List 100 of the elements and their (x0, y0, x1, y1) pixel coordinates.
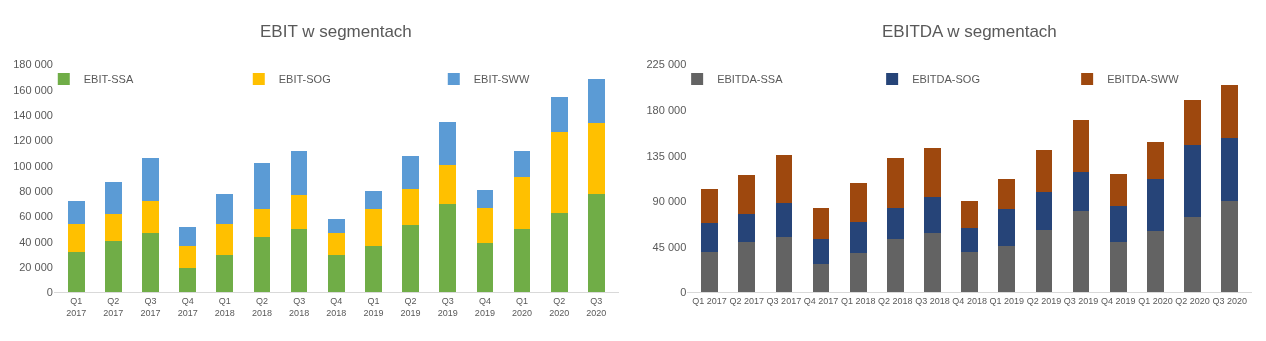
bar (1072, 211, 1090, 293)
bar (886, 238, 904, 293)
x-tick-label: Q2 2017 (729, 296, 764, 307)
bar (179, 268, 197, 293)
bar (998, 245, 1016, 293)
x-tick-label: Q2 2020 (549, 296, 570, 318)
bar (1184, 144, 1201, 217)
bar (701, 251, 718, 293)
x-tick-label: Q4 2017 (177, 296, 198, 318)
x-tick-label: Q1 2020 (512, 296, 533, 318)
x-tick-label: Q3 2019 (1063, 296, 1099, 307)
x-tick-label: Q3 2020 (1212, 296, 1247, 307)
bar (290, 229, 308, 293)
y-tick-label: 180 000 (646, 104, 687, 116)
bar (550, 212, 568, 293)
x-tick-label: Q2 2017 (103, 296, 124, 318)
x-tick-label: Q2 2019 (1026, 296, 1062, 307)
y-tick-label: 40 000 (19, 235, 53, 248)
x-tick-label: Q1 2018 (214, 296, 235, 318)
bar (67, 224, 85, 252)
x-tick-label: Q3 2018 (289, 296, 310, 318)
bar (1109, 173, 1127, 207)
bar (961, 227, 978, 252)
x-tick-label: Q2 2019 (400, 296, 421, 318)
bar (513, 150, 531, 178)
bar (327, 219, 345, 233)
x-tick-label: Q1 2017 (66, 296, 87, 318)
bar (439, 164, 457, 204)
bar (924, 147, 941, 198)
x-tick-label: Q4 2019 (474, 296, 495, 318)
bar (142, 232, 159, 293)
bar (1072, 120, 1090, 172)
x-tick-label: Q1 2017 (692, 296, 727, 307)
legend-label: EBITDA-SSA (717, 73, 784, 86)
chart-title: EBIT w segmentach (260, 22, 412, 41)
bar (738, 174, 756, 215)
bar (961, 251, 978, 293)
bar (439, 203, 457, 293)
bar (924, 232, 941, 293)
legend-label: EBIT-SOG (278, 73, 331, 86)
bar (1147, 230, 1164, 293)
y-tick-label: 135 000 (646, 149, 687, 162)
bar (253, 236, 271, 293)
bar (476, 189, 494, 208)
bar (849, 183, 867, 222)
y-tick-label: 20 000 (19, 261, 53, 274)
x-tick-label: Q4 2018 (326, 296, 347, 318)
bar (998, 209, 1016, 246)
chart-title: EBITDA w segmentach (882, 22, 1057, 41)
bar (1072, 171, 1090, 212)
bar (961, 201, 978, 228)
bar (550, 97, 568, 132)
bar (290, 194, 308, 230)
bar (587, 78, 605, 123)
y-tick-label: 160 000 (13, 83, 53, 96)
bar (738, 241, 756, 293)
y-tick-label: 180 000 (13, 58, 53, 71)
bar (812, 238, 830, 265)
legend-label: EBITDA-SWW (1107, 73, 1180, 86)
bar (701, 222, 718, 252)
bar (886, 208, 904, 239)
bar (1109, 206, 1127, 242)
bar (775, 236, 793, 293)
x-tick-label: Q1 2020 (1138, 296, 1173, 307)
bar (216, 193, 234, 225)
x-tick-label: Q2 2018 (251, 296, 272, 318)
y-tick-label: 45 000 (652, 240, 687, 253)
bar (216, 254, 234, 293)
x-tick-label: Q3 2020 (586, 296, 607, 318)
x-tick-label: Q2 2018 (878, 296, 913, 307)
x-tick-label: Q4 2017 (803, 296, 839, 307)
y-tick-label: 80 000 (19, 185, 53, 198)
bar (1221, 84, 1239, 138)
y-tick-label: 100 000 (13, 159, 53, 172)
bar (812, 264, 830, 293)
bar (253, 163, 271, 209)
x-tick-label: Q1 2019 (989, 296, 1025, 307)
bar (1221, 137, 1239, 202)
bar (513, 229, 531, 293)
bar (513, 177, 531, 230)
bar (587, 122, 605, 194)
bar (179, 226, 197, 246)
legend-label: EBIT-SWW (473, 73, 530, 86)
bar (1147, 141, 1164, 180)
bar (1221, 201, 1239, 293)
bar (775, 154, 793, 204)
bar (439, 121, 457, 165)
bar (775, 203, 793, 237)
bar (327, 232, 345, 255)
bar (701, 189, 718, 223)
x-tick-label: Q3 2018 (915, 296, 950, 307)
bar (1035, 149, 1053, 193)
bar (365, 245, 382, 293)
x-tick-label: Q3 2017 (766, 296, 802, 307)
x-tick-label: Q4 2019 (1100, 296, 1136, 307)
bar (105, 213, 122, 241)
bar (738, 214, 756, 242)
bar (365, 208, 382, 246)
bar (886, 157, 904, 209)
bar (402, 188, 419, 226)
